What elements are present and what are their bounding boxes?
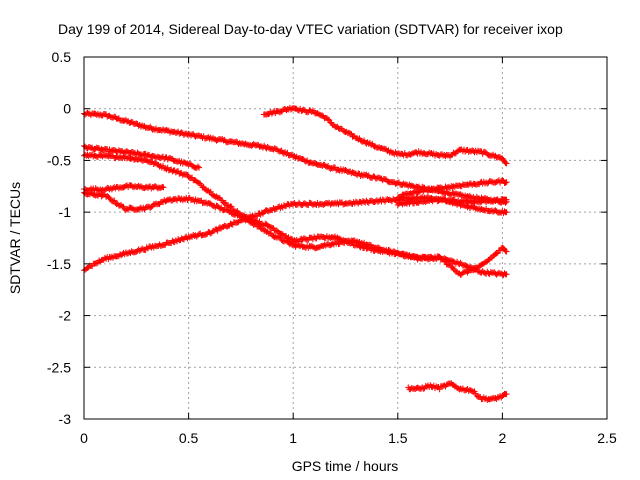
series-arc-1 <box>81 109 510 206</box>
x-tick-label: 2 <box>499 430 507 446</box>
y-tick-label: -1.5 <box>47 256 71 272</box>
data-point <box>111 197 118 204</box>
series-arc-8 <box>394 177 510 201</box>
y-tick-label: 0 <box>63 101 71 117</box>
data-point <box>503 196 510 203</box>
data-point <box>445 260 452 267</box>
y-tick-label: 0.5 <box>52 49 72 65</box>
data-point <box>503 209 510 216</box>
data-point <box>196 164 203 171</box>
series-arc-5 <box>81 182 167 194</box>
data-point <box>503 179 510 186</box>
plot-frame <box>83 56 608 420</box>
data-point <box>503 391 510 398</box>
data-point <box>502 159 509 166</box>
data-point <box>464 269 471 276</box>
y-tick-label: -2 <box>59 308 72 324</box>
x-tick-label: 0 <box>80 430 88 446</box>
data-point <box>325 116 332 123</box>
y-tick-label: -2.5 <box>47 359 71 375</box>
x-tick-label: 1.5 <box>388 430 408 446</box>
data-point <box>503 271 510 278</box>
data-point <box>499 155 506 162</box>
chart-title: Day 199 of 2014, Sidereal Day-to-day VTE… <box>58 21 563 37</box>
data-point <box>194 163 201 170</box>
y-axis-label: SDTVAR / TECUs <box>7 182 23 294</box>
data-point <box>493 250 500 257</box>
data-point <box>502 179 509 186</box>
x-axis: 0 0.5 1 1.5 2 2.5 <box>80 57 617 446</box>
data-point <box>214 227 221 234</box>
series-arc-9 <box>394 195 510 217</box>
x-tick-label: 2.5 <box>597 430 617 446</box>
data-point <box>503 160 510 167</box>
data-point <box>347 130 354 137</box>
data-points <box>81 104 510 404</box>
data-point <box>442 258 449 265</box>
series-arc-10 <box>405 380 510 404</box>
y-tick-label: -1 <box>59 204 72 220</box>
series-arc-6 <box>81 189 510 278</box>
series-arc-3 <box>81 142 203 171</box>
data-point <box>450 265 457 272</box>
data-point <box>227 203 234 210</box>
grid-lines <box>84 57 607 419</box>
y-tick-label: -3 <box>59 411 72 427</box>
x-tick-label: 1 <box>289 430 297 446</box>
series-arc-2 <box>260 104 510 167</box>
data-point <box>207 188 214 195</box>
y-tick-label: -0.5 <box>47 152 71 168</box>
x-tick-label: 0.5 <box>179 430 199 446</box>
y-axis: 0.5 0 -0.5 -1 -1.5 -2 -2.5 -3 <box>47 49 607 427</box>
x-axis-label: GPS time / hours <box>292 458 399 474</box>
data-point <box>228 203 235 210</box>
data-point <box>160 184 167 191</box>
data-point <box>503 248 510 255</box>
